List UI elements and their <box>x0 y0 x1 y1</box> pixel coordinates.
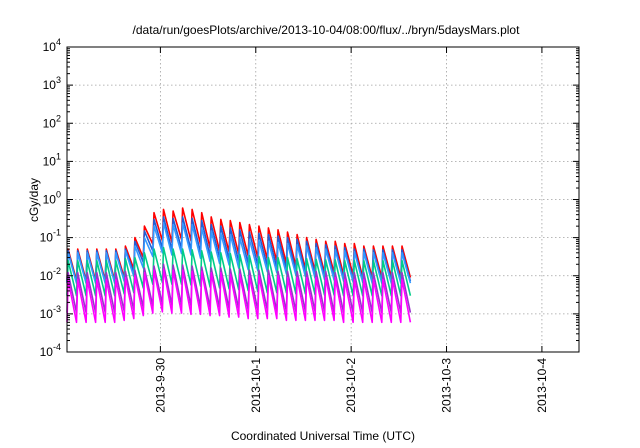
axis-ticks <box>67 46 579 353</box>
y-tick-label: 103 <box>43 75 61 92</box>
x-tick-label: 2013-9-30 <box>153 358 167 413</box>
y-tick-label: 102 <box>43 113 61 130</box>
x-tick-label: 2013-10-2 <box>344 358 358 413</box>
y-tick-label: 10-2 <box>40 266 61 283</box>
y-axis-label: cGy/day <box>27 178 41 222</box>
series-group <box>66 207 412 324</box>
x-tick-label: 2013-10-1 <box>249 358 263 413</box>
y-tick-labels: 10-4 10-3 10-2 10-1 100 101 102 103 104 <box>40 37 61 359</box>
x-axis-label: Coordinated Universal Time (UTC) <box>231 429 415 443</box>
x-tick-labels: 2013-9-30 2013-10-1 2013-10-2 2013-10-3 2013… <box>153 358 549 413</box>
series-line-6 <box>66 268 412 324</box>
y-tick-label: 10-1 <box>40 228 61 245</box>
chart-title: /data/run/goesPlots/archive/2013-10-04/0… <box>133 23 521 37</box>
x-tick-label: 2013-10-4 <box>535 358 549 413</box>
y-tick-label: 101 <box>43 151 61 168</box>
y-tick-label: 104 <box>43 37 61 54</box>
y-tick-label: 10-4 <box>40 342 61 359</box>
y-tick-label: 10-3 <box>40 304 61 321</box>
y-tick-label: 100 <box>43 190 61 207</box>
x-tick-label: 2013-10-3 <box>440 358 454 413</box>
